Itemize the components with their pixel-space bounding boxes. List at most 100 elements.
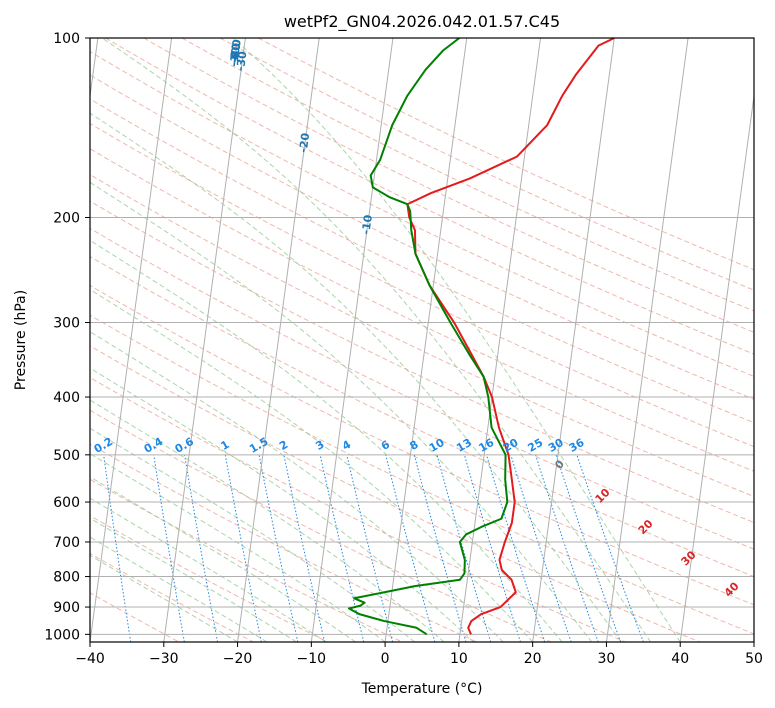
chart-title: wetPf2_GN04.2026.042.01.57.C45 xyxy=(284,12,560,32)
dry-adiabat-label: 30 xyxy=(679,548,699,568)
y-tick-label: 200 xyxy=(53,211,80,227)
dry-adiabat-line xyxy=(143,38,754,333)
mixing-ratio-label: 13 xyxy=(454,436,474,455)
isotherm-line xyxy=(384,38,468,642)
mixing-ratio-line xyxy=(184,454,219,642)
isotherm-line xyxy=(163,38,246,642)
mixing-ratio-label: 8 xyxy=(407,438,420,453)
mixing-ratio-label: 16 xyxy=(476,436,496,455)
y-tick-label: 700 xyxy=(53,535,80,551)
mixing-ratio-label: 30 xyxy=(546,436,566,455)
isotherm-line xyxy=(753,638,754,642)
dry-adiabat-line xyxy=(90,409,552,642)
mixing-ratio-label: 1.5 xyxy=(247,435,270,456)
dry-adiabat-line xyxy=(258,38,754,271)
isotherm-label: -50 xyxy=(228,42,244,64)
mixing-ratio-line xyxy=(258,454,299,642)
isotherm-label: -100 xyxy=(227,38,244,67)
dry-adiabat-line xyxy=(105,38,754,355)
y-tick-label: 800 xyxy=(53,570,80,586)
dry-adiabat-line xyxy=(90,74,754,400)
mixing-ratio-line xyxy=(486,454,546,642)
isotherm-line xyxy=(605,38,689,642)
mixing-ratio-line xyxy=(555,454,622,642)
x-tick-label: 50 xyxy=(745,651,763,667)
dry-adiabat-label: 20 xyxy=(636,517,656,537)
dry-adiabat-line xyxy=(90,443,477,642)
isotherm-label: -10 xyxy=(359,214,375,236)
moist-adiabat-line xyxy=(90,181,593,642)
moist-adiabat-line xyxy=(90,476,356,642)
y-tick-label: 900 xyxy=(53,600,80,616)
isotherm-line xyxy=(532,38,615,642)
x-axis-label: Temperature (°C) xyxy=(361,681,483,697)
x-tick-label: −40 xyxy=(75,651,105,667)
dry-adiabat-line xyxy=(90,377,626,642)
dry-adiabat-line xyxy=(219,38,754,291)
dewpoint-trace xyxy=(348,38,509,636)
mixing-ratio-label: 2 xyxy=(277,438,290,453)
y-tick-label: 100 xyxy=(53,31,80,47)
mixing-ratio-line xyxy=(283,454,326,642)
isotherm-line xyxy=(310,38,394,642)
x-tick-label: −10 xyxy=(297,651,327,667)
mixing-ratio-line xyxy=(463,454,521,642)
mixing-ratio-label: 0.2 xyxy=(92,435,115,456)
mixing-ratio-label: 36 xyxy=(567,436,587,455)
dry-adiabat-line xyxy=(90,148,754,472)
mixing-ratio-line xyxy=(576,454,644,642)
mixing-ratio-line xyxy=(153,454,185,642)
mixing-ratio-label: 1 xyxy=(218,438,231,453)
isotherm-line xyxy=(458,38,542,642)
dry-adiabat-line xyxy=(90,174,754,498)
mixing-ratio-label: 10 xyxy=(427,436,447,455)
dry-adiabat-line xyxy=(90,552,254,642)
x-tick-label: −30 xyxy=(149,651,179,667)
moist-adiabat-line xyxy=(101,38,652,642)
isotherm-line xyxy=(237,38,320,642)
dry-adiabat-line xyxy=(90,515,329,642)
isotherm-label: -40 xyxy=(228,42,244,64)
moist-adiabat-line xyxy=(90,536,268,642)
x-tick-label: 10 xyxy=(450,651,468,667)
dry-adiabat-line xyxy=(90,227,754,550)
dry-adiabat-line xyxy=(90,200,754,524)
plot-frame xyxy=(89,37,755,643)
mixing-ratio-line xyxy=(413,454,467,642)
x-tick-label: 0 xyxy=(381,651,390,667)
isotherm-label: -30 xyxy=(234,50,250,72)
moist-adiabat-line xyxy=(90,239,563,642)
moist-adiabat-line xyxy=(90,453,386,642)
mixing-ratio-label: 25 xyxy=(525,436,545,455)
mixing-ratio-line xyxy=(436,454,492,642)
y-tick-label: 1000 xyxy=(44,627,80,643)
y-tick-label: 500 xyxy=(53,448,80,464)
y-axis-label: Pressure (hPa) xyxy=(13,290,29,390)
mixing-ratio-label: 0.4 xyxy=(142,435,166,456)
moist-adiabat-line xyxy=(90,399,445,642)
dry-adiabat-line xyxy=(90,345,701,642)
isotherm-line xyxy=(90,38,173,642)
moist-adiabat-line xyxy=(90,497,327,642)
moist-adiabat-line xyxy=(90,427,415,642)
moist-adiabat-line xyxy=(90,331,504,642)
dry-adiabat-line xyxy=(90,50,754,378)
x-tick-label: 30 xyxy=(598,651,616,667)
x-tick-label: −20 xyxy=(223,651,253,667)
moist-adiabat-line xyxy=(90,554,238,642)
mixing-ratio-label: 6 xyxy=(379,438,392,453)
temperature-trace xyxy=(406,38,615,635)
mixing-ratio-line xyxy=(103,454,132,642)
moist-adiabat-line xyxy=(90,367,474,642)
moist-adiabat-line xyxy=(90,288,534,642)
isotherm-label: -20 xyxy=(297,132,313,154)
dry-adiabat-line xyxy=(90,314,754,635)
moist-adiabat-line xyxy=(90,517,297,642)
isotherm-label: -90 xyxy=(228,42,244,64)
x-tick-label: 40 xyxy=(671,651,689,667)
isotherm-label: -70 xyxy=(228,42,244,64)
isotherm-label: -60 xyxy=(228,42,244,64)
y-tick-label: 400 xyxy=(53,390,80,406)
